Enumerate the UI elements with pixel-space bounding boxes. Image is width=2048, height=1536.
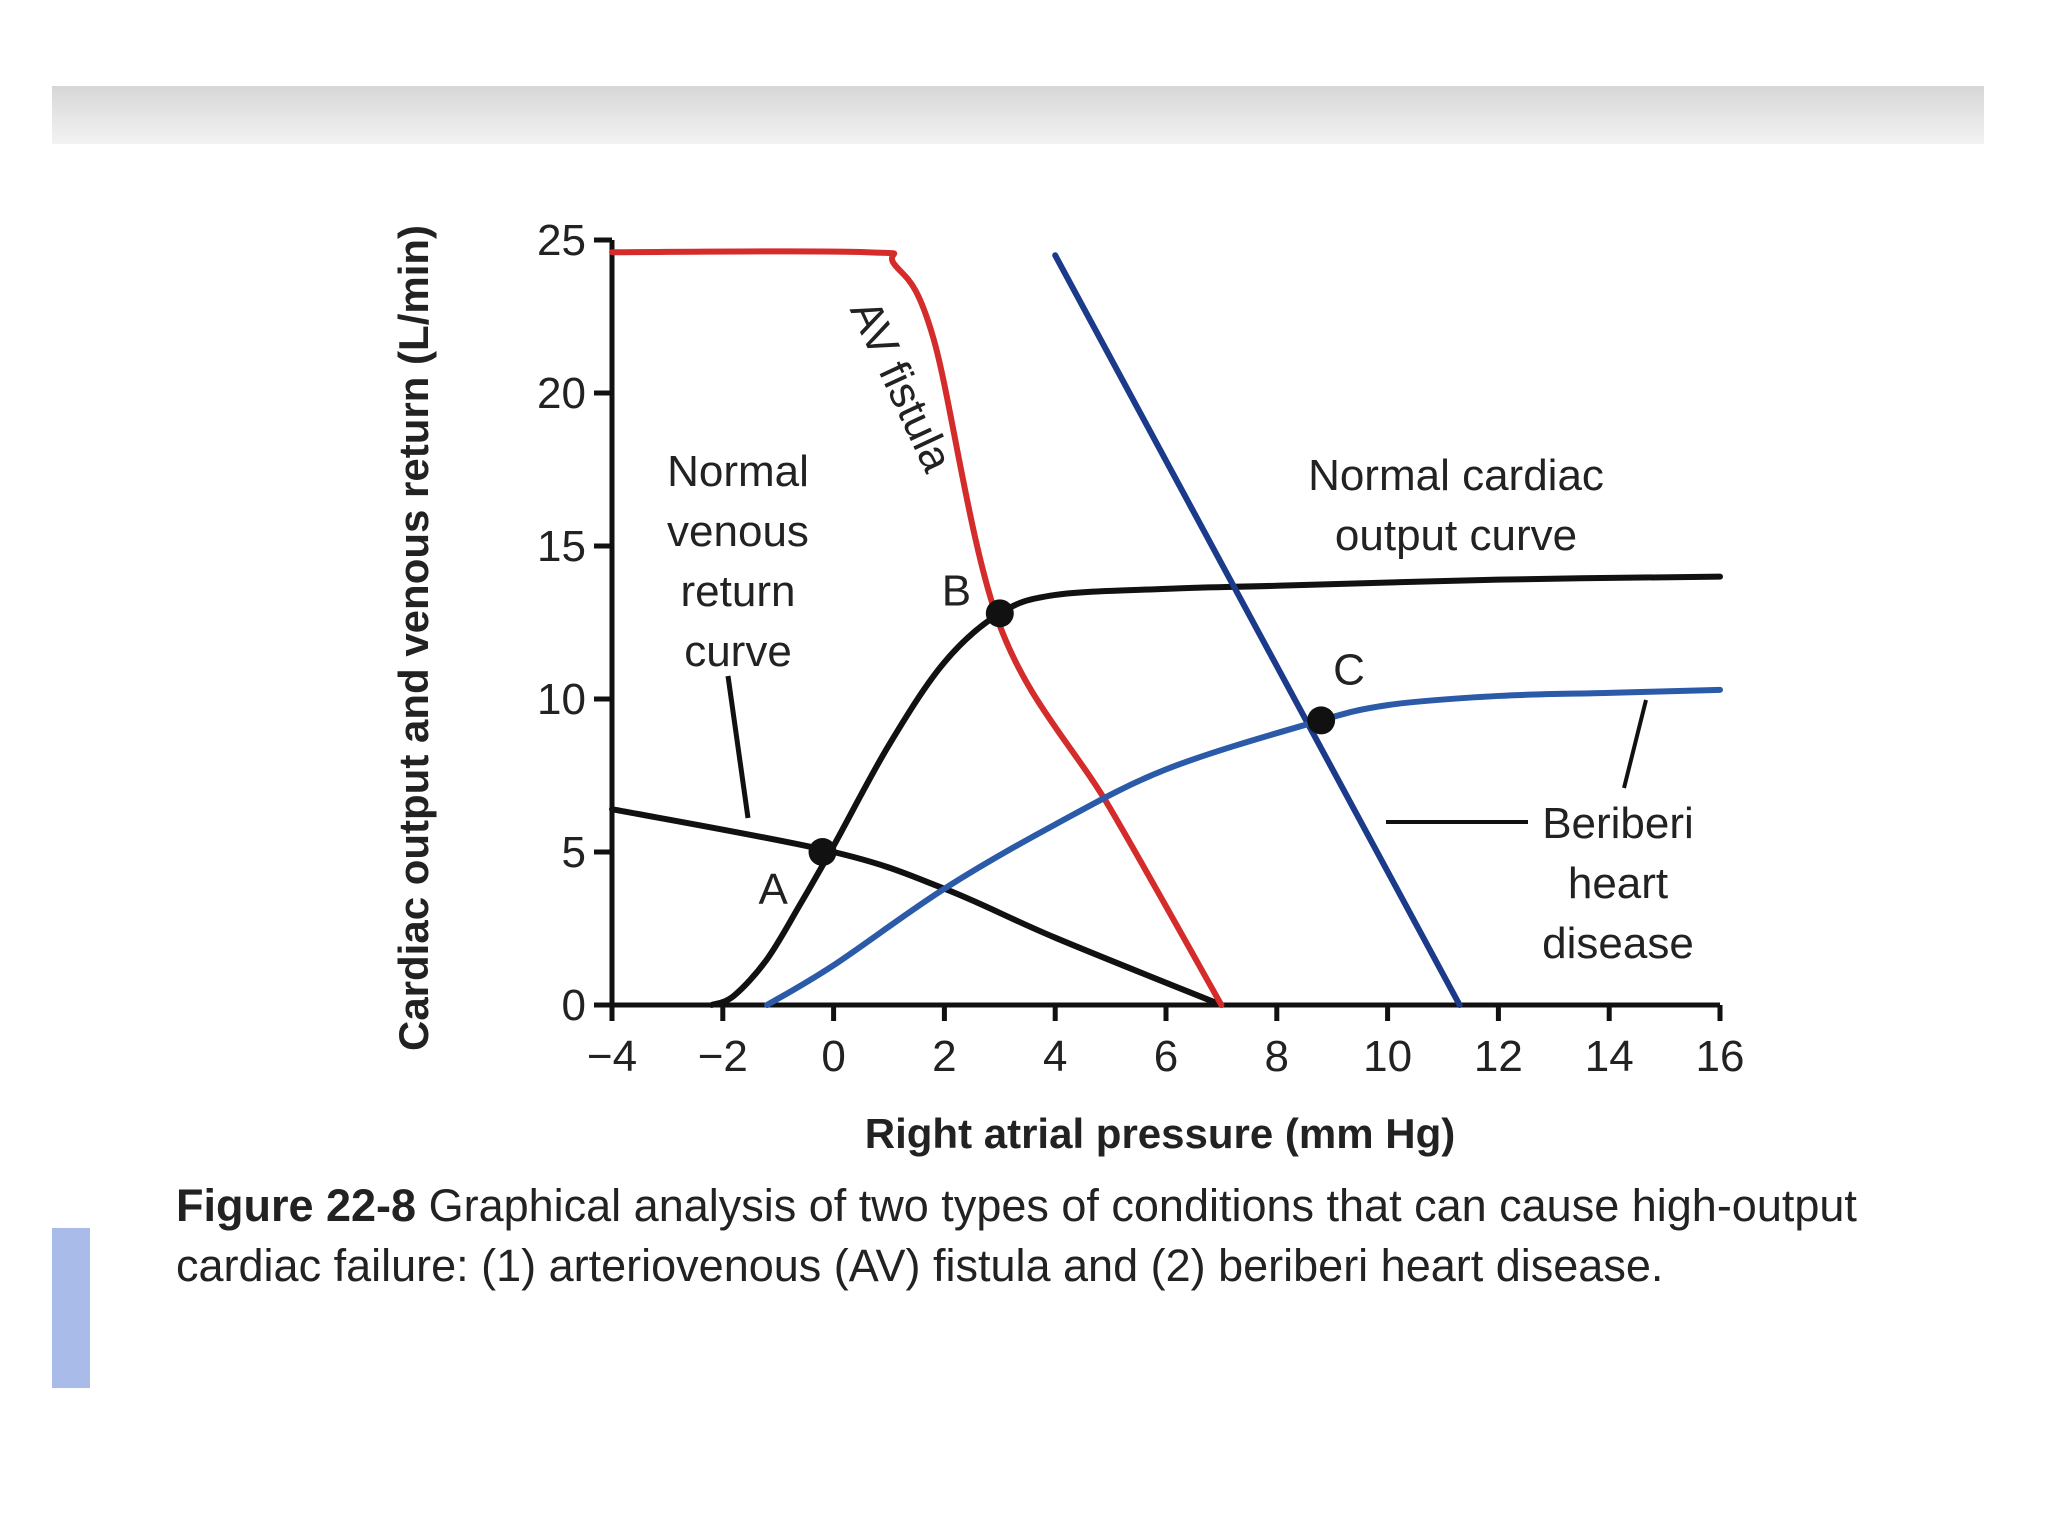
series-layer [609,248,1723,1008]
points-layer: A B C [759,566,1365,914]
x-tick-label: 4 [1043,1032,1067,1081]
figure-caption: Figure 22-8 Graphical analysis of two ty… [176,1176,1936,1296]
cardiac-output-chart: −4 −2 0 2 4 6 8 10 12 14 16 0 5 10 15 20 25 A B C Right at… [390,216,1744,1157]
normal-vr-leader [725,675,751,819]
series-normal-co [708,573,1723,1008]
beriberi-annotation: Beriberi heart disease [1386,699,1694,968]
normal-vr-line-2: venous [667,507,809,556]
x-axis-title: Right atrial pressure (mm Hg) [865,1110,1455,1157]
caption-accent-bar [52,1228,90,1388]
x-tick-label: 8 [1265,1032,1289,1081]
y-tick-label: 25 [537,216,586,265]
x-tick-label: 2 [932,1032,956,1081]
caption-text: Graphical analysis of two types of condi… [176,1180,1857,1291]
series-av-fistula [609,248,1225,1008]
beriberi-line-1: Beriberi [1542,799,1694,848]
x-tick-label: 6 [1154,1032,1178,1081]
point-a [808,838,837,866]
beriberi-line-3: disease [1542,919,1694,968]
normal-vr-line-1: Normal [667,447,809,496]
point-label-a: A [759,865,789,914]
x-tick-label: −2 [698,1032,748,1081]
header-band [52,86,1984,144]
y-tick-label: 20 [537,369,586,418]
y-tick-label: 15 [537,522,586,571]
series-beriberi-vr [1052,252,1463,1008]
y-tick-label: 5 [562,828,586,877]
normal-vr-line-3: return [681,567,796,616]
y-tick-label: 0 [562,981,586,1030]
beriberi-leader-2 [1622,699,1648,789]
x-tick-label: 14 [1585,1032,1634,1081]
figure-label: Figure 22-8 [176,1180,429,1231]
beriberi-line-2: heart [1568,859,1668,908]
x-tick-label: 10 [1363,1032,1412,1081]
y-tick-label: 10 [537,675,586,724]
x-tick-label: 0 [821,1032,845,1081]
normal-cardiac-output-annotation: Normal cardiac output curve [1308,451,1604,560]
x-tick-label: −4 [587,1032,637,1081]
series-beriberi-co [764,686,1723,1008]
point-c [1307,706,1336,735]
y-axis-title: Cardiac output and venous return (L/min) [390,225,437,1051]
normal-venous-return-annotation: Normal venous return curve [667,447,809,819]
normal-vr-line-4: curve [684,627,792,676]
normal-co-line-1: Normal cardiac [1308,451,1604,500]
axes: −4 −2 0 2 4 6 8 10 12 14 16 0 5 10 15 20 25 [537,216,1744,1081]
x-tick-label: 12 [1474,1032,1523,1081]
normal-co-line-2: output curve [1335,511,1577,560]
point-b [985,599,1014,628]
point-label-b: B [942,566,971,615]
x-tick-label: 16 [1696,1032,1745,1081]
point-label-c: C [1333,645,1365,694]
